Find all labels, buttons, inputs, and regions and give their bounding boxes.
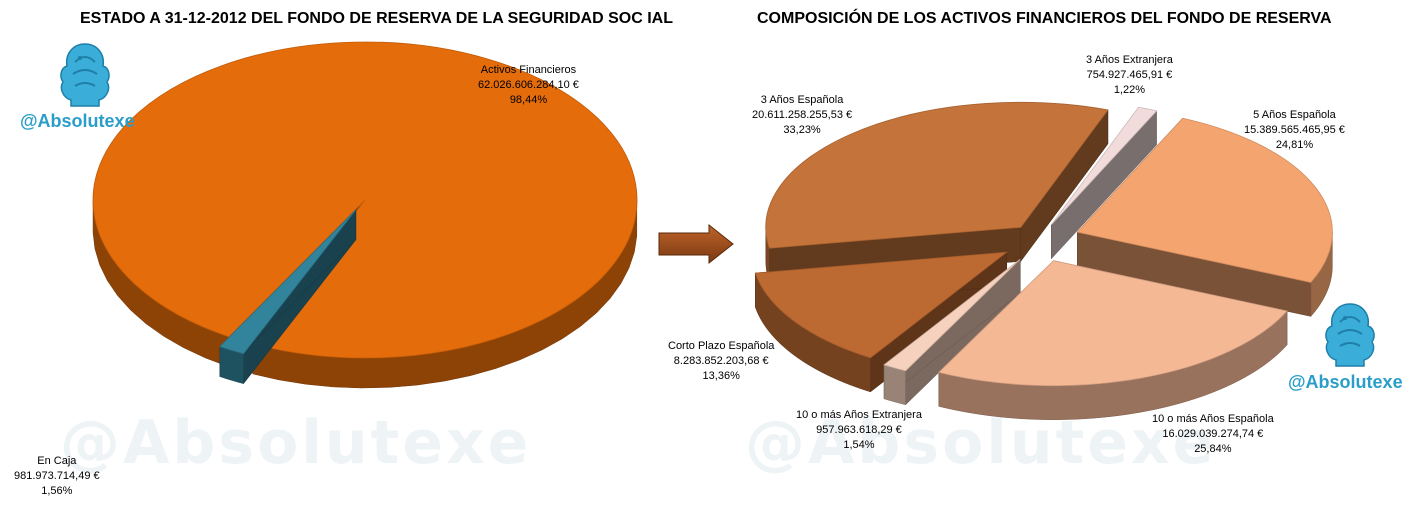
chart-title-right: COMPOSICIÓN DE LOS ACTIVOS FINANCIEROS D… <box>757 10 1332 27</box>
slice-value: 957.963.618,29 € <box>816 424 902 436</box>
griffin-icon <box>60 43 110 107</box>
slice-name: 3 Años Española <box>760 94 844 106</box>
slice-percent: 1,22% <box>1113 84 1146 96</box>
slice-label-activos-financieros: Activos Financieros 62.026.606.284,10 € … <box>478 63 579 108</box>
slice-value: 16.029.039.274,74 € <box>1162 428 1264 440</box>
slice-percent: 25,84% <box>1194 443 1232 455</box>
slice-value: 62.026.606.284,10 € <box>478 79 579 91</box>
pie-slice-en-caja <box>219 209 357 385</box>
pie-slice-5-anos-espanola <box>1076 117 1333 318</box>
slice-percent: 33,23% <box>783 124 821 136</box>
slice-value: 981.973.714,49 € <box>14 470 100 482</box>
slice-label-10-anos-extranjera: 10 o más Años Extranjera 957.963.618,29 … <box>796 408 922 453</box>
slice-name: 10 o más Años Extranjera <box>796 409 922 421</box>
chart-title-left: ESTADO A 31-12-2012 DEL FONDO DE RESERVA… <box>80 10 673 27</box>
slice-value: 8.283.852.203,68 € <box>673 355 769 367</box>
pie-slice-3-anos-espanola <box>765 101 1109 283</box>
griffin-icon <box>1325 303 1375 367</box>
pie-slice-10-o-mas-anos-extranjera <box>883 258 1021 406</box>
pie-slice-10-o-mas-anos-espanola <box>938 260 1288 420</box>
slice-percent: 24,81% <box>1275 139 1314 151</box>
slice-name: 10 o más Años Española <box>1152 413 1274 425</box>
watermark-text: @Absolutexe <box>745 408 1217 478</box>
slice-label-3-anos-extranjera: 3 Años Extranjera 754.927.465,91 € 1,22% <box>1086 53 1173 98</box>
slice-name: Activos Financieros <box>480 64 577 76</box>
slice-label-3-anos-espanola: 3 Años Española 20.611.258.255,53 € 33,2… <box>752 93 852 138</box>
slice-percent: 13,36% <box>702 370 740 382</box>
slice-name: 3 Años Extranjera <box>1086 54 1173 66</box>
slice-value: 20.611.258.255,53 € <box>752 109 853 121</box>
slice-label-en-caja: En Caja 981.973.714,49 € 1,56% <box>14 454 100 499</box>
slice-label-5-anos-espanola: 5 Años Española 15.389.565.465,95 € 24,8… <box>1244 108 1345 153</box>
right-arrow-icon <box>658 224 734 264</box>
slice-label-10-anos-espanola: 10 o más Años Española 16.029.039.274,74… <box>1152 412 1274 457</box>
slice-name: Corto Plazo Española <box>668 340 775 352</box>
slice-value: 754.927.465,91 € <box>1086 69 1173 81</box>
brand-handle: @Absolutexe <box>20 111 135 131</box>
slice-percent: 1,54% <box>843 439 875 451</box>
watermark-text: @Absolutexe <box>60 408 532 478</box>
slice-name: En Caja <box>37 455 77 467</box>
slice-name: 5 Años Española <box>1253 109 1336 121</box>
slice-percent: 1,56% <box>41 485 73 497</box>
slice-value: 15.389.565.465,95 € <box>1244 124 1345 136</box>
slice-label-corto-plazo-espanola: Corto Plazo Española 8.283.852.203,68 € … <box>668 339 774 384</box>
brand-handle: @Absolutexe <box>1288 372 1403 392</box>
pie-slice-3-anos-extranjera <box>1051 106 1158 260</box>
slice-percent: 98,44% <box>509 94 548 106</box>
